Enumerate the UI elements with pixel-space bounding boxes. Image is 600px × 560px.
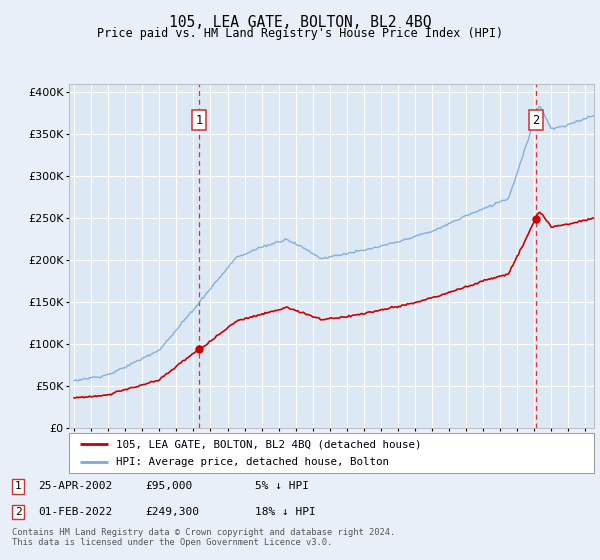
- Text: 18% ↓ HPI: 18% ↓ HPI: [255, 507, 316, 517]
- Text: 01-FEB-2022: 01-FEB-2022: [38, 507, 112, 517]
- Text: £95,000: £95,000: [145, 481, 192, 491]
- Text: 105, LEA GATE, BOLTON, BL2 4BQ: 105, LEA GATE, BOLTON, BL2 4BQ: [169, 15, 431, 30]
- Text: £249,300: £249,300: [145, 507, 199, 517]
- Text: Contains HM Land Registry data © Crown copyright and database right 2024.
This d: Contains HM Land Registry data © Crown c…: [12, 528, 395, 548]
- Text: Price paid vs. HM Land Registry's House Price Index (HPI): Price paid vs. HM Land Registry's House …: [97, 27, 503, 40]
- Text: HPI: Average price, detached house, Bolton: HPI: Average price, detached house, Bolt…: [116, 457, 389, 467]
- Text: 25-APR-2002: 25-APR-2002: [38, 481, 112, 491]
- Text: 2: 2: [14, 507, 22, 517]
- Text: 105, LEA GATE, BOLTON, BL2 4BQ (detached house): 105, LEA GATE, BOLTON, BL2 4BQ (detached…: [116, 439, 422, 449]
- Text: 1: 1: [196, 114, 202, 127]
- Text: 2: 2: [532, 114, 539, 127]
- Text: 5% ↓ HPI: 5% ↓ HPI: [255, 481, 309, 491]
- Text: 1: 1: [14, 481, 22, 491]
